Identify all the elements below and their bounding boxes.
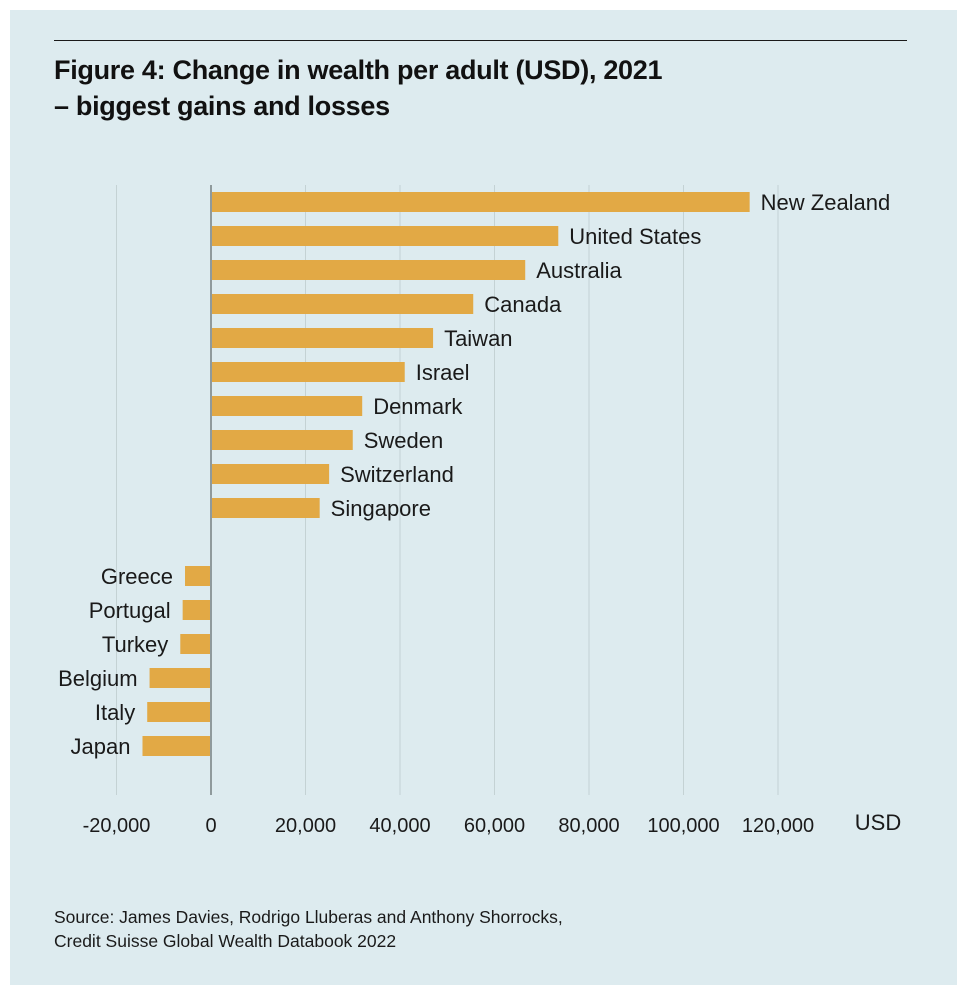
bar [211,396,363,416]
category-label: New Zealand [761,190,891,215]
x-tick-label: 60,000 [464,815,525,837]
bar [211,430,353,450]
x-axis-label: USD [855,810,901,835]
x-tick-label: 0 [205,815,216,837]
bar [211,260,526,280]
category-label: Turkey [102,632,168,657]
category-label: Greece [101,564,173,589]
bar [182,600,211,620]
category-label: Sweden [364,428,444,453]
x-tick-label: 100,000 [647,815,719,837]
category-label: Belgium [58,666,137,691]
bar [211,464,330,484]
chart-title-line-2: – biggest gains and losses [54,91,390,121]
chart-title-line-1: Figure 4: Change in wealth per adult (US… [54,55,663,85]
bar [211,294,474,314]
category-label: Australia [536,258,622,283]
x-tick-label: -20,000 [83,815,151,837]
x-tick-label: 40,000 [369,815,430,837]
top-rule [54,40,907,41]
category-label: Portugal [89,598,171,623]
figure-panel [10,10,957,985]
bar [180,634,211,654]
source-line-1: Source: James Davies, Rodrigo Lluberas a… [54,907,563,927]
bar [211,328,434,348]
source-line-2: Credit Suisse Global Wealth Databook 202… [54,931,397,951]
category-label: Singapore [331,496,431,521]
bar [142,736,211,756]
x-tick-label: 120,000 [742,815,814,837]
category-label: Japan [71,734,131,759]
source-note: Source: James Davies, Rodrigo Lluberas a… [54,905,874,953]
category-label: Canada [484,292,562,317]
category-label: Taiwan [444,326,512,351]
bar [211,498,320,518]
category-label: Israel [416,360,470,385]
category-label: Denmark [373,394,463,419]
bar [211,192,750,212]
category-label: United States [569,224,701,249]
chart-title: Figure 4: Change in wealth per adult (US… [54,52,874,124]
bar [147,702,211,722]
bar [211,362,405,382]
bar [211,226,559,246]
x-tick-label: 80,000 [558,815,619,837]
x-tick-label: 20,000 [275,815,336,837]
bar [149,668,211,688]
bar [185,566,211,586]
category-label: Switzerland [340,462,454,487]
category-label: Italy [95,700,135,725]
